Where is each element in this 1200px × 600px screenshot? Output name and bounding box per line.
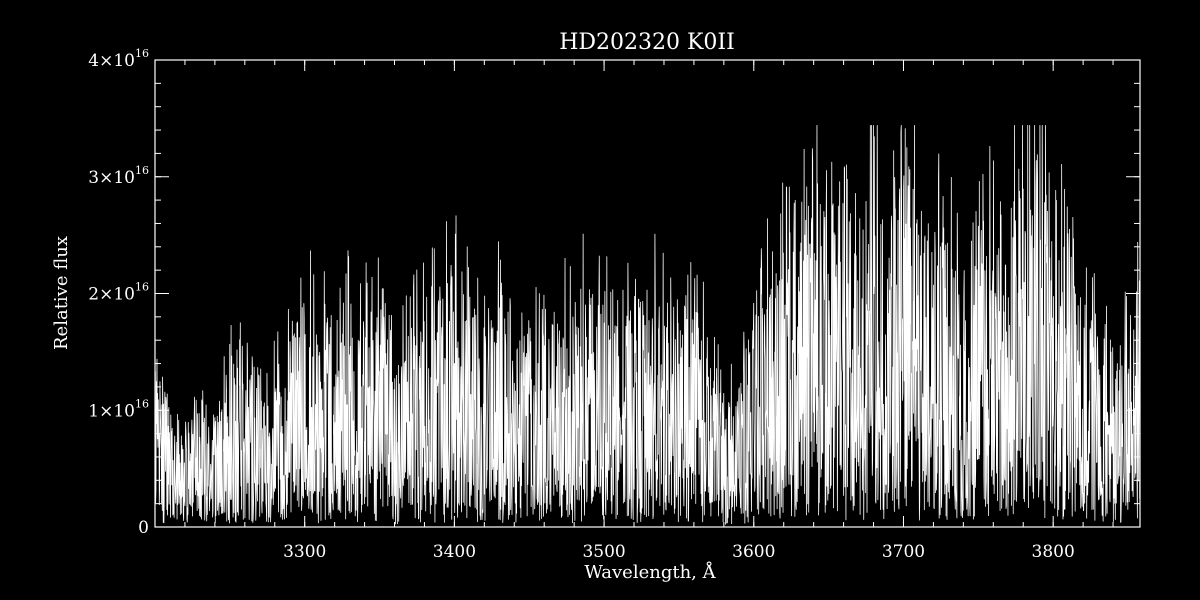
y-axis-label: Relative flux: [51, 236, 72, 350]
y-tick-label-exponent: 16: [135, 164, 149, 177]
y-tick-label: 2×1016: [88, 281, 149, 305]
x-axis-label: Wavelength, Å: [584, 561, 716, 583]
y-tick-label: 3×1016: [88, 164, 149, 188]
spectrum-series: [154, 124, 1141, 525]
x-tick-labels: 3300 3400 3500 3600 3700 3800: [283, 542, 1075, 562]
y-tick-label-base: 0: [138, 518, 149, 538]
y-tick-label-exponent: 16: [135, 47, 149, 60]
y-tick-label: 1×1016: [88, 397, 149, 421]
y-tick-label-base: 1×10: [88, 401, 135, 421]
x-tick-label: 3400: [433, 542, 476, 562]
x-tick-label: 3700: [882, 542, 925, 562]
x-tick-label: 3300: [283, 542, 326, 562]
y-tick-label-exponent: 16: [135, 281, 149, 294]
axis-ticks: [154, 59, 1140, 528]
x-tick-label: 3500: [582, 542, 625, 562]
y-tick-label: 4×1016: [88, 47, 149, 71]
spectrum-line: [154, 124, 1141, 525]
y-tick-label-exponent: 16: [135, 397, 149, 410]
y-tick-label-base: 2×10: [88, 285, 135, 305]
y-tick-label: 0: [138, 518, 149, 538]
y-tick-label-base: 4×10: [88, 51, 135, 71]
y-tick-label-base: 3×10: [88, 168, 135, 188]
chart-title: HD202320 K0II: [559, 30, 735, 55]
x-tick-label: 3800: [1032, 542, 1075, 562]
x-tick-label: 3600: [732, 542, 775, 562]
